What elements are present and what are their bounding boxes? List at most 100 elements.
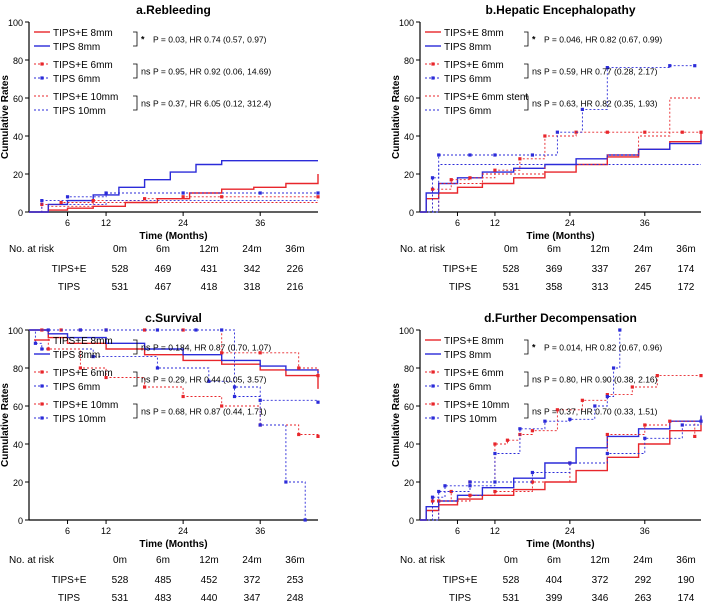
series-line-red-2 [29,196,318,213]
y-tick-label: 80 [404,364,414,374]
legend-bracket [524,403,529,419]
series-marker-red-4 [668,419,672,423]
risk-table-header: 12m [199,244,218,255]
hazard-ratio-annotation: P = 0.68, HR 0.87 (0.44, 1.71) [153,407,267,417]
x-tick-label: 36 [255,218,265,228]
series-marker-blue-5 [104,328,108,332]
legend-bracket [524,339,529,355]
y-tick-label: 40 [13,440,23,450]
risk-table-value: 469 [155,264,172,275]
series-line-blue-5 [420,421,702,521]
series-marker-red-4 [78,366,82,370]
legend-label: TIPS 10mm [53,414,106,425]
series-marker-blue-3 [518,427,522,431]
series-line-blue-1 [29,160,318,213]
hazard-ratio-annotation: P = 0.184, HR 0.87 (0.70, 1.07) [153,343,271,353]
hazard-ratio-annotation: P = 0.014, HR 0.82 (0.67, 0.96) [544,343,662,353]
legend-bracket [524,31,529,47]
y-tick-label: 60 [404,94,414,104]
risk-table-header: 0m [113,555,127,566]
legend-marker-red [40,370,44,374]
risk-table-value: 245 [635,282,652,293]
legend-marker-red [431,62,435,66]
legend-bracket [133,95,138,111]
series-marker-red-2 [449,489,453,494]
y-tick-label: 60 [13,94,23,104]
risk-table-value: 531 [112,593,129,602]
legend-label: TIPS+E 8mm [53,336,113,347]
legend-marker-red [431,370,435,374]
legend-label: TIPS+E 6mm [444,368,504,379]
y-tick-label: 0 [18,516,23,526]
series-marker-blue-3 [40,347,44,351]
series-marker-blue-3 [316,191,320,195]
series-line-blue-3 [420,65,695,213]
legend-marker-red [431,402,435,406]
risk-table-group: TIPS+E [443,575,478,586]
series-marker-red-4 [605,432,609,437]
risk-table-value: 369 [546,264,563,275]
risk-table-value: 485 [155,575,172,586]
y-tick-label: 20 [404,478,414,488]
series-marker-red-2 [449,178,453,182]
legend-marker-blue [40,384,44,388]
legend-label: TIPS+E 6mm [53,368,113,379]
series-marker-red-4 [46,347,50,351]
series-marker-blue-3 [693,64,697,68]
risk-table-label: No. at risk [9,244,55,255]
risk-table-value: 372 [244,575,261,586]
legend-bracket [524,63,529,79]
risk-table-value: 318 [244,282,261,293]
series-marker-red-4 [643,423,647,427]
series-marker-red-4 [530,480,534,484]
series-marker-blue-3 [430,495,435,499]
legend-label: TIPS+E 10mm [53,400,118,411]
y-tick-label: 20 [13,478,23,488]
series-marker-blue-3 [258,191,262,195]
x-tick-label: 36 [640,218,650,228]
series-line-blue-3 [29,192,318,213]
risk-table-value: 404 [546,575,563,586]
legend-label: TIPS 8mm [53,350,100,361]
significance-marker: ns [141,99,151,109]
legend-label: TIPS+E 6mm stent [444,92,528,103]
series-marker-red-2 [555,408,559,412]
risk-table-value: 342 [244,264,261,275]
legend-marker-red [40,62,44,66]
series-marker-blue-3 [468,480,472,484]
risk-table-header: 6m [156,244,170,255]
legend-label: TIPS 6mm [53,382,100,393]
legend-label: TIPS 8mm [444,350,491,361]
risk-table-value: 528 [112,575,129,586]
risk-table-value: 358 [546,282,563,293]
series-marker-blue-5 [699,419,703,423]
significance-marker: ns [532,67,542,77]
series-marker-blue-3 [316,400,320,404]
series-marker-blue-5 [155,328,160,332]
series-marker-blue-5 [194,328,198,332]
series-marker-red-2 [699,130,703,134]
x-tick-label: 6 [455,218,460,228]
y-tick-label: 80 [13,364,23,374]
significance-marker: ns [141,407,151,417]
x-tick-label: 12 [490,218,500,228]
series-marker-red-2 [643,130,647,134]
legend-marker-blue [40,76,44,80]
series-marker-blue-3 [468,153,472,157]
chart-title: c.Survival [145,311,202,325]
series-line-red-4 [420,420,696,521]
legend-label: TIPS 6mm [444,74,491,85]
legend-label: TIPS+E 6mm [53,60,113,71]
y-tick-label: 100 [399,326,414,336]
x-tick-label: 36 [255,526,265,536]
y-axis-label: Cumulative Rates [391,383,402,467]
series-marker-red-2 [181,195,185,199]
legend-label: TIPS 10mm [53,106,106,117]
series-marker-red-2 [91,199,95,203]
series-marker-blue-3 [493,153,497,157]
legend-bracket [133,371,138,387]
series-marker-blue-3 [155,366,160,370]
risk-table-header: 36m [676,555,695,566]
legend-label: TIPS 6mm [444,106,491,117]
